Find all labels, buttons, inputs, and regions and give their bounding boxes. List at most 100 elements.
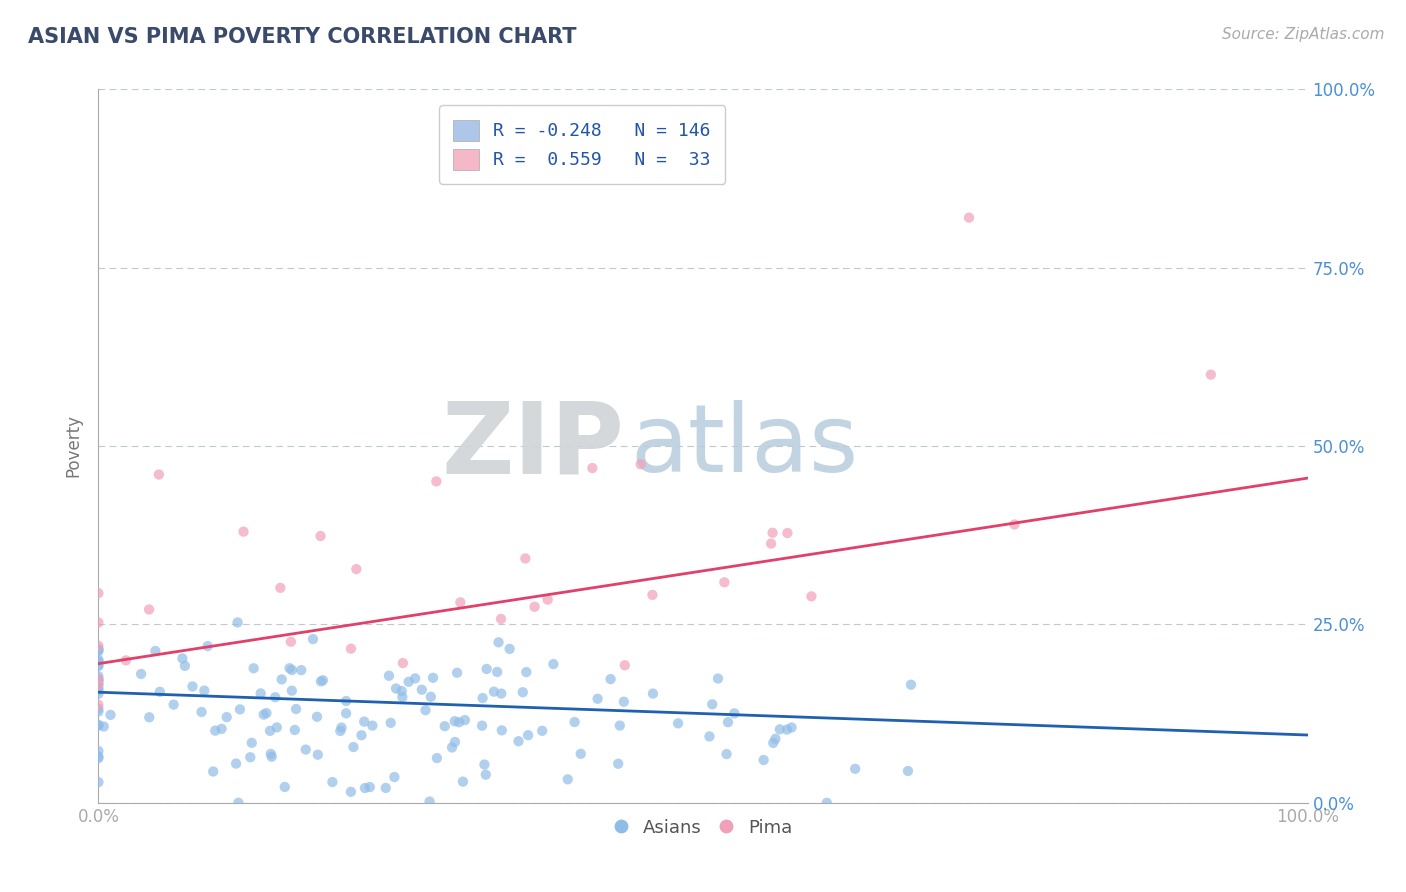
Point xyxy=(716,747,738,761)
Point xyxy=(586,691,609,706)
Point xyxy=(138,602,160,616)
Point xyxy=(87,674,110,689)
Point xyxy=(340,641,363,656)
Point xyxy=(613,658,636,673)
Point xyxy=(87,698,110,712)
Point xyxy=(557,772,579,787)
Point xyxy=(87,641,110,656)
Point xyxy=(172,651,194,665)
Point xyxy=(666,716,689,731)
Point xyxy=(446,665,468,680)
Point xyxy=(800,590,823,604)
Point xyxy=(307,747,329,762)
Point xyxy=(398,674,420,689)
Point xyxy=(523,599,546,614)
Point xyxy=(1199,368,1222,382)
Point xyxy=(226,615,249,630)
Point xyxy=(87,681,110,696)
Point xyxy=(440,740,463,755)
Point xyxy=(537,592,560,607)
Point xyxy=(699,730,721,744)
Point xyxy=(630,457,652,471)
Point xyxy=(87,654,110,668)
Point xyxy=(607,756,630,771)
Point xyxy=(385,681,408,696)
Point xyxy=(202,764,225,779)
Point xyxy=(87,659,110,673)
Point xyxy=(281,683,304,698)
Point xyxy=(374,780,396,795)
Point xyxy=(451,774,474,789)
Point xyxy=(280,634,302,648)
Point xyxy=(274,780,297,794)
Point xyxy=(285,702,308,716)
Point xyxy=(87,615,110,630)
Point xyxy=(454,713,477,727)
Point xyxy=(508,734,530,748)
Point xyxy=(384,770,406,784)
Point xyxy=(517,728,540,742)
Point xyxy=(761,525,783,540)
Point xyxy=(543,657,565,672)
Point xyxy=(512,685,534,699)
Point xyxy=(232,524,254,539)
Point xyxy=(776,526,799,541)
Point xyxy=(723,706,745,721)
Point xyxy=(776,723,799,737)
Point xyxy=(249,686,271,700)
Point xyxy=(702,698,724,712)
Point xyxy=(433,719,456,733)
Point xyxy=(309,674,332,689)
Point xyxy=(204,723,226,738)
Point xyxy=(93,719,115,733)
Point xyxy=(87,586,110,600)
Point xyxy=(717,715,740,730)
Point xyxy=(260,749,283,764)
Point xyxy=(87,642,110,657)
Point xyxy=(641,687,664,701)
Point xyxy=(415,703,437,717)
Point xyxy=(240,736,263,750)
Point xyxy=(330,721,353,735)
Text: ASIAN VS PIMA POVERTY CORRELATION CHART: ASIAN VS PIMA POVERTY CORRELATION CHART xyxy=(28,27,576,46)
Point xyxy=(449,715,471,730)
Point xyxy=(353,714,375,729)
Point xyxy=(87,718,110,732)
Point xyxy=(344,562,367,576)
Point xyxy=(239,750,262,764)
Point xyxy=(419,690,441,704)
Point xyxy=(900,678,922,692)
Point xyxy=(173,658,195,673)
Point xyxy=(780,721,803,735)
Point xyxy=(762,736,785,750)
Point xyxy=(87,683,110,698)
Point xyxy=(391,684,413,698)
Point xyxy=(474,757,496,772)
Point xyxy=(844,762,866,776)
Point xyxy=(309,529,332,543)
Point xyxy=(229,702,252,716)
Point xyxy=(87,718,110,732)
Point xyxy=(145,644,167,658)
Point xyxy=(87,749,110,764)
Point xyxy=(87,639,110,653)
Point xyxy=(475,662,498,676)
Point xyxy=(312,673,335,688)
Point xyxy=(256,706,278,720)
Point xyxy=(305,710,328,724)
Point xyxy=(482,684,505,698)
Point xyxy=(87,751,110,765)
Point xyxy=(181,680,204,694)
Point xyxy=(340,785,363,799)
Point xyxy=(215,710,238,724)
Point xyxy=(278,661,301,675)
Point xyxy=(87,673,110,687)
Point xyxy=(564,714,586,729)
Point xyxy=(193,683,215,698)
Point xyxy=(488,635,510,649)
Point xyxy=(242,661,264,675)
Point xyxy=(335,706,357,721)
Point xyxy=(444,735,467,749)
Point xyxy=(1004,517,1026,532)
Point xyxy=(281,663,304,677)
